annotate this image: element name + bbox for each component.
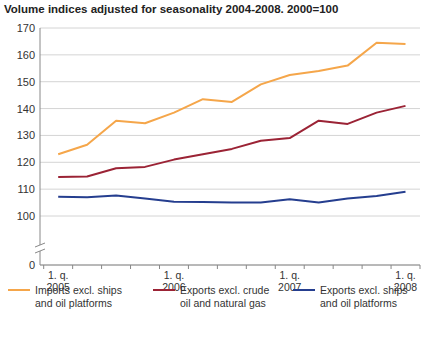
series-line <box>58 192 405 203</box>
legend-swatch <box>153 289 175 291</box>
y-tick-label: 170 <box>17 22 35 34</box>
x-tick-label-line: 1. q. <box>164 269 184 281</box>
legend-swatch <box>8 289 30 291</box>
x-tick <box>246 265 247 269</box>
grid-line <box>40 108 420 109</box>
grid-line <box>40 28 420 29</box>
x-tick-label-line: 1. q. <box>280 269 300 281</box>
x-tick <box>304 265 305 269</box>
plot-area <box>58 43 405 203</box>
grid-line <box>40 265 420 266</box>
x-tick-label-line: 1. q. <box>395 269 415 281</box>
title: Volume indices adjusted for seasonality … <box>4 3 338 15</box>
y-tick-label: 100 <box>17 210 35 222</box>
y-tick-label: 120 <box>17 156 35 168</box>
x-tick <box>217 265 218 269</box>
y-tick-label: 130 <box>17 129 35 141</box>
x-tick-label-line: 1. q. <box>48 269 68 281</box>
y-tick-label: 160 <box>17 49 35 61</box>
x-tick <box>72 265 73 269</box>
x-tick <box>275 265 276 269</box>
x-axis <box>40 265 420 266</box>
legend-label-line: oil and natural gas <box>180 297 266 309</box>
axis-break <box>35 243 45 253</box>
legend-label: Imports excl. shipsand oil platforms <box>35 284 122 309</box>
x-tick <box>159 265 160 269</box>
x-tick-label-line: 2007 <box>278 281 302 293</box>
series-line <box>58 106 405 177</box>
x-tick <box>391 265 392 269</box>
grid-line <box>40 189 420 190</box>
y-axis <box>40 251 41 265</box>
legend-label-line: and oil platforms <box>320 297 397 309</box>
y-tick-label: 140 <box>17 103 35 115</box>
legend-label-line: Exports excl. crude <box>180 284 269 296</box>
legend-label: Exports excl. crudeoil and natural gas <box>180 284 269 309</box>
series-line <box>58 43 405 154</box>
x-tick <box>43 265 44 269</box>
legend-label-line: and oil platforms <box>35 297 112 309</box>
y-tick-label: 150 <box>17 76 35 88</box>
x-tick <box>188 265 189 269</box>
x-tick <box>101 265 102 269</box>
x-tick <box>362 265 363 269</box>
y-tick-label: 110 <box>17 183 35 195</box>
grid-line <box>40 81 420 82</box>
y-axis <box>40 28 41 245</box>
legend-label-line: Imports excl. ships <box>35 284 122 296</box>
x-tick <box>333 265 334 269</box>
x-tick <box>420 265 421 269</box>
x-tick <box>130 265 131 269</box>
y-tick-label: 0 <box>29 259 35 271</box>
legend-swatch <box>293 289 315 291</box>
chart: Volume indices adjusted for seasonality … <box>0 0 427 353</box>
legend-label: Exports excl. shipsand oil platforms <box>320 284 408 309</box>
grid-line <box>40 162 420 163</box>
grid-line <box>40 216 420 217</box>
legend-label-line: Exports excl. ships <box>320 284 408 296</box>
